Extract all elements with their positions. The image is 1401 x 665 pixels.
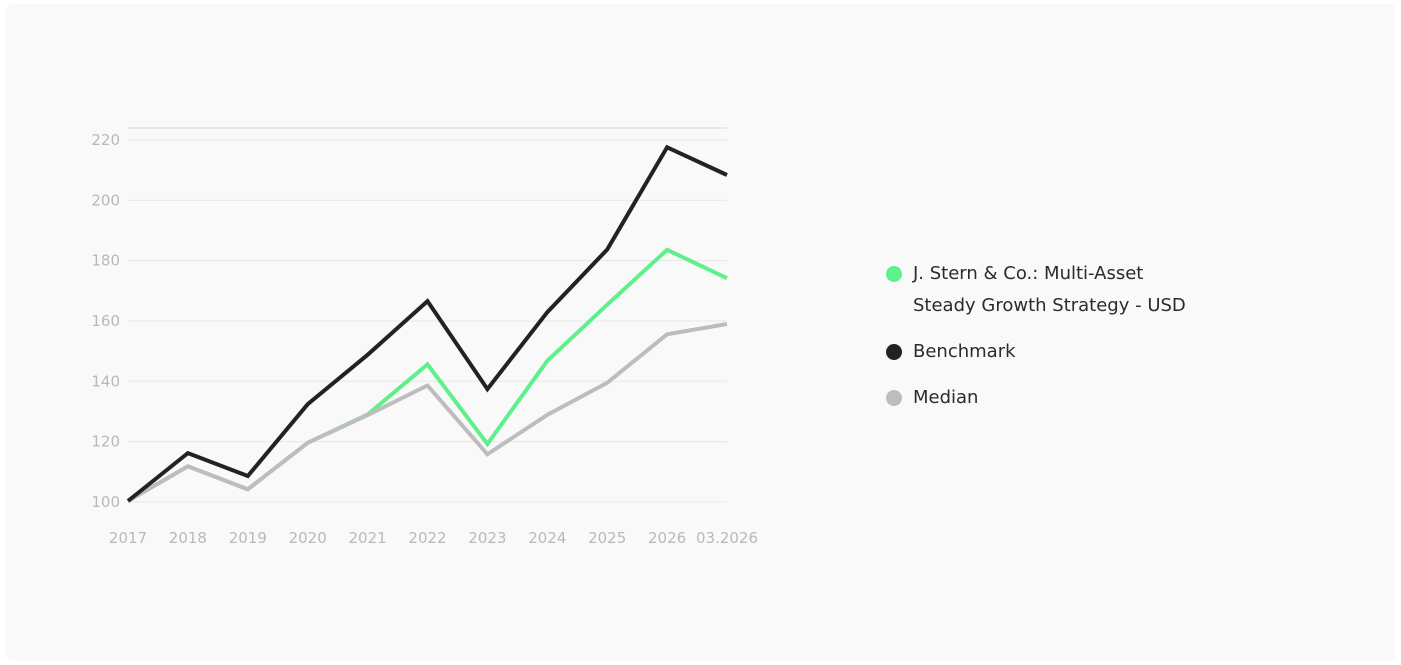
y-axis-ticks: 100 120 140 160 180 200 220 [91, 131, 120, 511]
series-line-benchmark [126, 144, 728, 503]
y-tick-label: 180 [91, 252, 120, 270]
y-tick-label: 220 [91, 131, 120, 149]
x-tick-label: 03.2026 [696, 529, 758, 547]
x-tick-label: 2020 [289, 529, 327, 547]
series-layer [126, 144, 728, 503]
y-tick-label: 140 [91, 372, 120, 390]
x-tick-label: 2022 [408, 529, 446, 547]
legend: J. Stern & Co.: Multi-Asset Steady Growt… [886, 258, 1246, 428]
series-line-median [126, 322, 728, 503]
x-tick-label: 2025 [588, 529, 626, 547]
legend-label-strategy-line1: J. Stern & Co.: Multi-Asset [913, 263, 1144, 284]
y-tick-label: 100 [91, 493, 120, 511]
y-tick-label: 160 [91, 312, 120, 330]
legend-item-strategy[interactable]: J. Stern & Co.: Multi-Asset Steady Growt… [886, 258, 1246, 322]
legend-label-median: Median [913, 387, 979, 408]
x-tick-label: 2018 [169, 529, 207, 547]
y-tick-label: 120 [91, 433, 120, 451]
x-tick-label: 2026 [648, 529, 686, 547]
x-tick-label: 2019 [229, 529, 267, 547]
legend-dot-strategy [886, 266, 902, 282]
grid-layer [128, 127, 727, 503]
x-tick-label: 2021 [349, 529, 387, 547]
legend-dot-median [886, 390, 902, 406]
x-tick-label: 2024 [528, 529, 566, 547]
x-tick-label: 2023 [468, 529, 506, 547]
legend-item-benchmark[interactable]: Benchmark [886, 336, 1246, 368]
legend-label-benchmark: Benchmark [913, 341, 1016, 362]
chart-panel [6, 4, 1395, 661]
legend-item-median[interactable]: Median [886, 382, 1246, 414]
y-tick-label: 200 [91, 191, 120, 209]
x-tick-label: 2017 [109, 529, 147, 547]
legend-dot-benchmark [886, 344, 902, 360]
x-axis-ticks: 2017 2018 2019 2020 2021 2022 2023 2024 2025 2026… [109, 529, 758, 547]
legend-label-strategy-line2: Steady Growth Strategy - USD [913, 295, 1186, 316]
